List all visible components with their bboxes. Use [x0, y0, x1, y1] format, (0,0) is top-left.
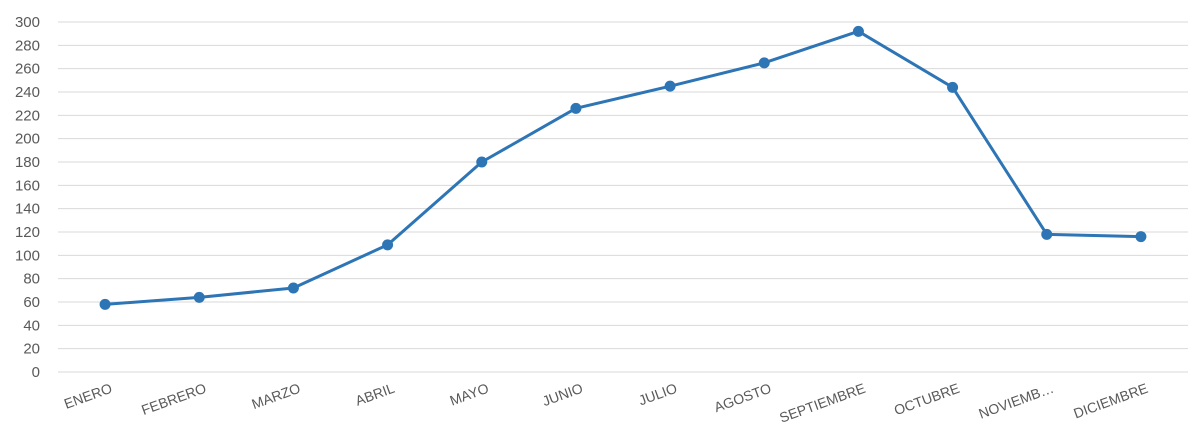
x-tick-label: MAYO: [448, 380, 491, 409]
x-tick-label: ENERO: [62, 380, 114, 412]
y-tick-label: 100: [15, 247, 40, 264]
y-tick-label: 160: [15, 177, 40, 194]
x-tick-label: FEBRERO: [139, 380, 208, 418]
y-tick-label: 20: [23, 341, 40, 358]
x-tick-label: DICIEMBRE: [1071, 380, 1150, 422]
series-layer: [99, 25, 1147, 310]
y-tick-label: 180: [15, 154, 40, 171]
x-tick-label: JULIO: [636, 380, 679, 409]
y-tick-label: 60: [23, 294, 40, 311]
gridlines: [58, 21, 1188, 373]
y-axis-tick-labels: 0 20 40 60 80 100 120 140 160 180 200 220 240 260 280 3…: [15, 14, 40, 381]
x-tick-label: ABRIL: [353, 380, 397, 409]
y-tick-label: 0: [32, 364, 40, 381]
data-point: [1041, 228, 1053, 240]
x-tick-label: MARZO: [249, 380, 302, 412]
data-point: [99, 298, 111, 310]
y-tick-label: 40: [23, 317, 40, 334]
data-point: [1135, 231, 1147, 243]
x-axis-tick-labels: ENERO FEBRERO MARZO ABRIL MAYO JUNIO JULIO AGOS…: [62, 380, 1150, 426]
y-tick-label: 120: [15, 224, 40, 241]
data-point: [287, 282, 299, 294]
y-tick-label: 240: [15, 84, 40, 101]
data-point: [570, 102, 582, 114]
y-tick-label: 140: [15, 201, 40, 218]
data-point: [664, 80, 676, 92]
x-tick-label: SEPTIEMBRE: [777, 380, 867, 426]
y-tick-label: 300: [15, 14, 40, 31]
y-tick-label: 280: [15, 37, 40, 54]
y-tick-label: 80: [23, 271, 40, 288]
data-point: [758, 57, 770, 69]
data-point: [382, 239, 394, 251]
data-point: [476, 156, 488, 168]
x-tick-label: AGOSTO: [712, 380, 774, 415]
y-tick-label: 260: [15, 61, 40, 78]
data-point: [193, 291, 205, 303]
x-tick-label: NOVIEMB…: [976, 380, 1055, 422]
y-tick-label: 220: [15, 107, 40, 124]
data-point: [852, 25, 864, 37]
x-tick-label: OCTUBRE: [892, 380, 962, 418]
series-line: [104, 29, 1141, 306]
data-point: [947, 81, 959, 93]
y-tick-label: 200: [15, 131, 40, 148]
x-tick-label: JUNIO: [540, 380, 585, 409]
